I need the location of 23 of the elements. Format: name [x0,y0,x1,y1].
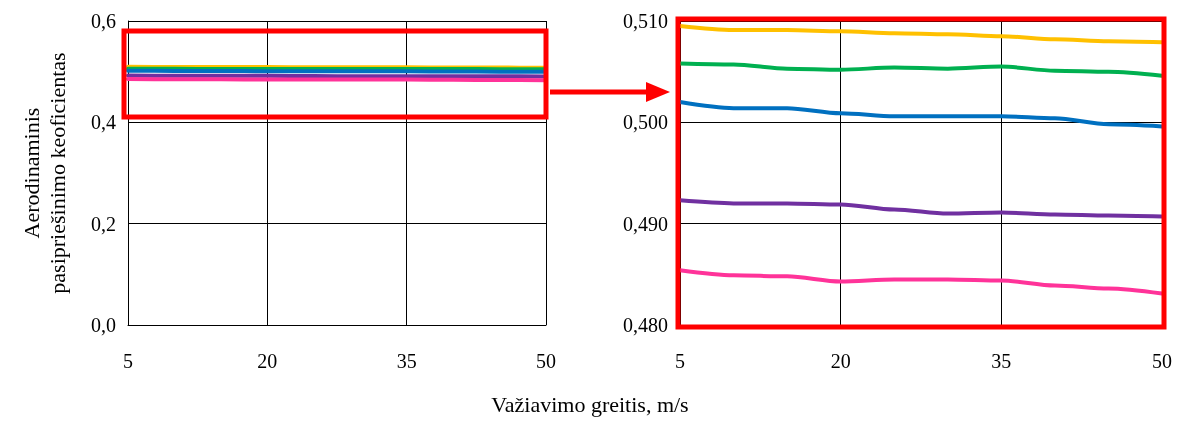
x-tick-label: 5 [675,350,685,372]
y-tick-label: 0,510 [623,10,668,32]
y-axis-title: Aerodinaminis pasipriešinimo keoficientas [18,52,70,294]
line-series [678,198,1164,219]
x-tick-label: 20 [830,350,851,372]
y-tick-label: 0,490 [623,212,668,235]
y-tick-label: 0,0 [91,314,116,336]
line-series [678,268,1164,296]
y-tick-label: 0,480 [623,314,668,336]
x-axis-title: Važiavimo greitis, m/s [491,392,689,418]
x-tick-label: 35 [396,350,417,372]
y-tick-label: 0,4 [91,111,116,134]
line-series [678,61,1164,78]
y-tick-label: 0,500 [623,111,668,134]
y-tick-label: 0,2 [91,212,116,235]
x-tick-label: 50 [536,350,556,372]
line-series [678,24,1164,45]
x-tick-label: 20 [257,350,278,372]
y-tick-label: 0,6 [91,10,116,32]
x-tick-label: 50 [1152,350,1172,372]
x-tick-label: 5 [123,350,133,372]
x-tick-label: 35 [991,350,1012,372]
line-series [678,100,1164,129]
